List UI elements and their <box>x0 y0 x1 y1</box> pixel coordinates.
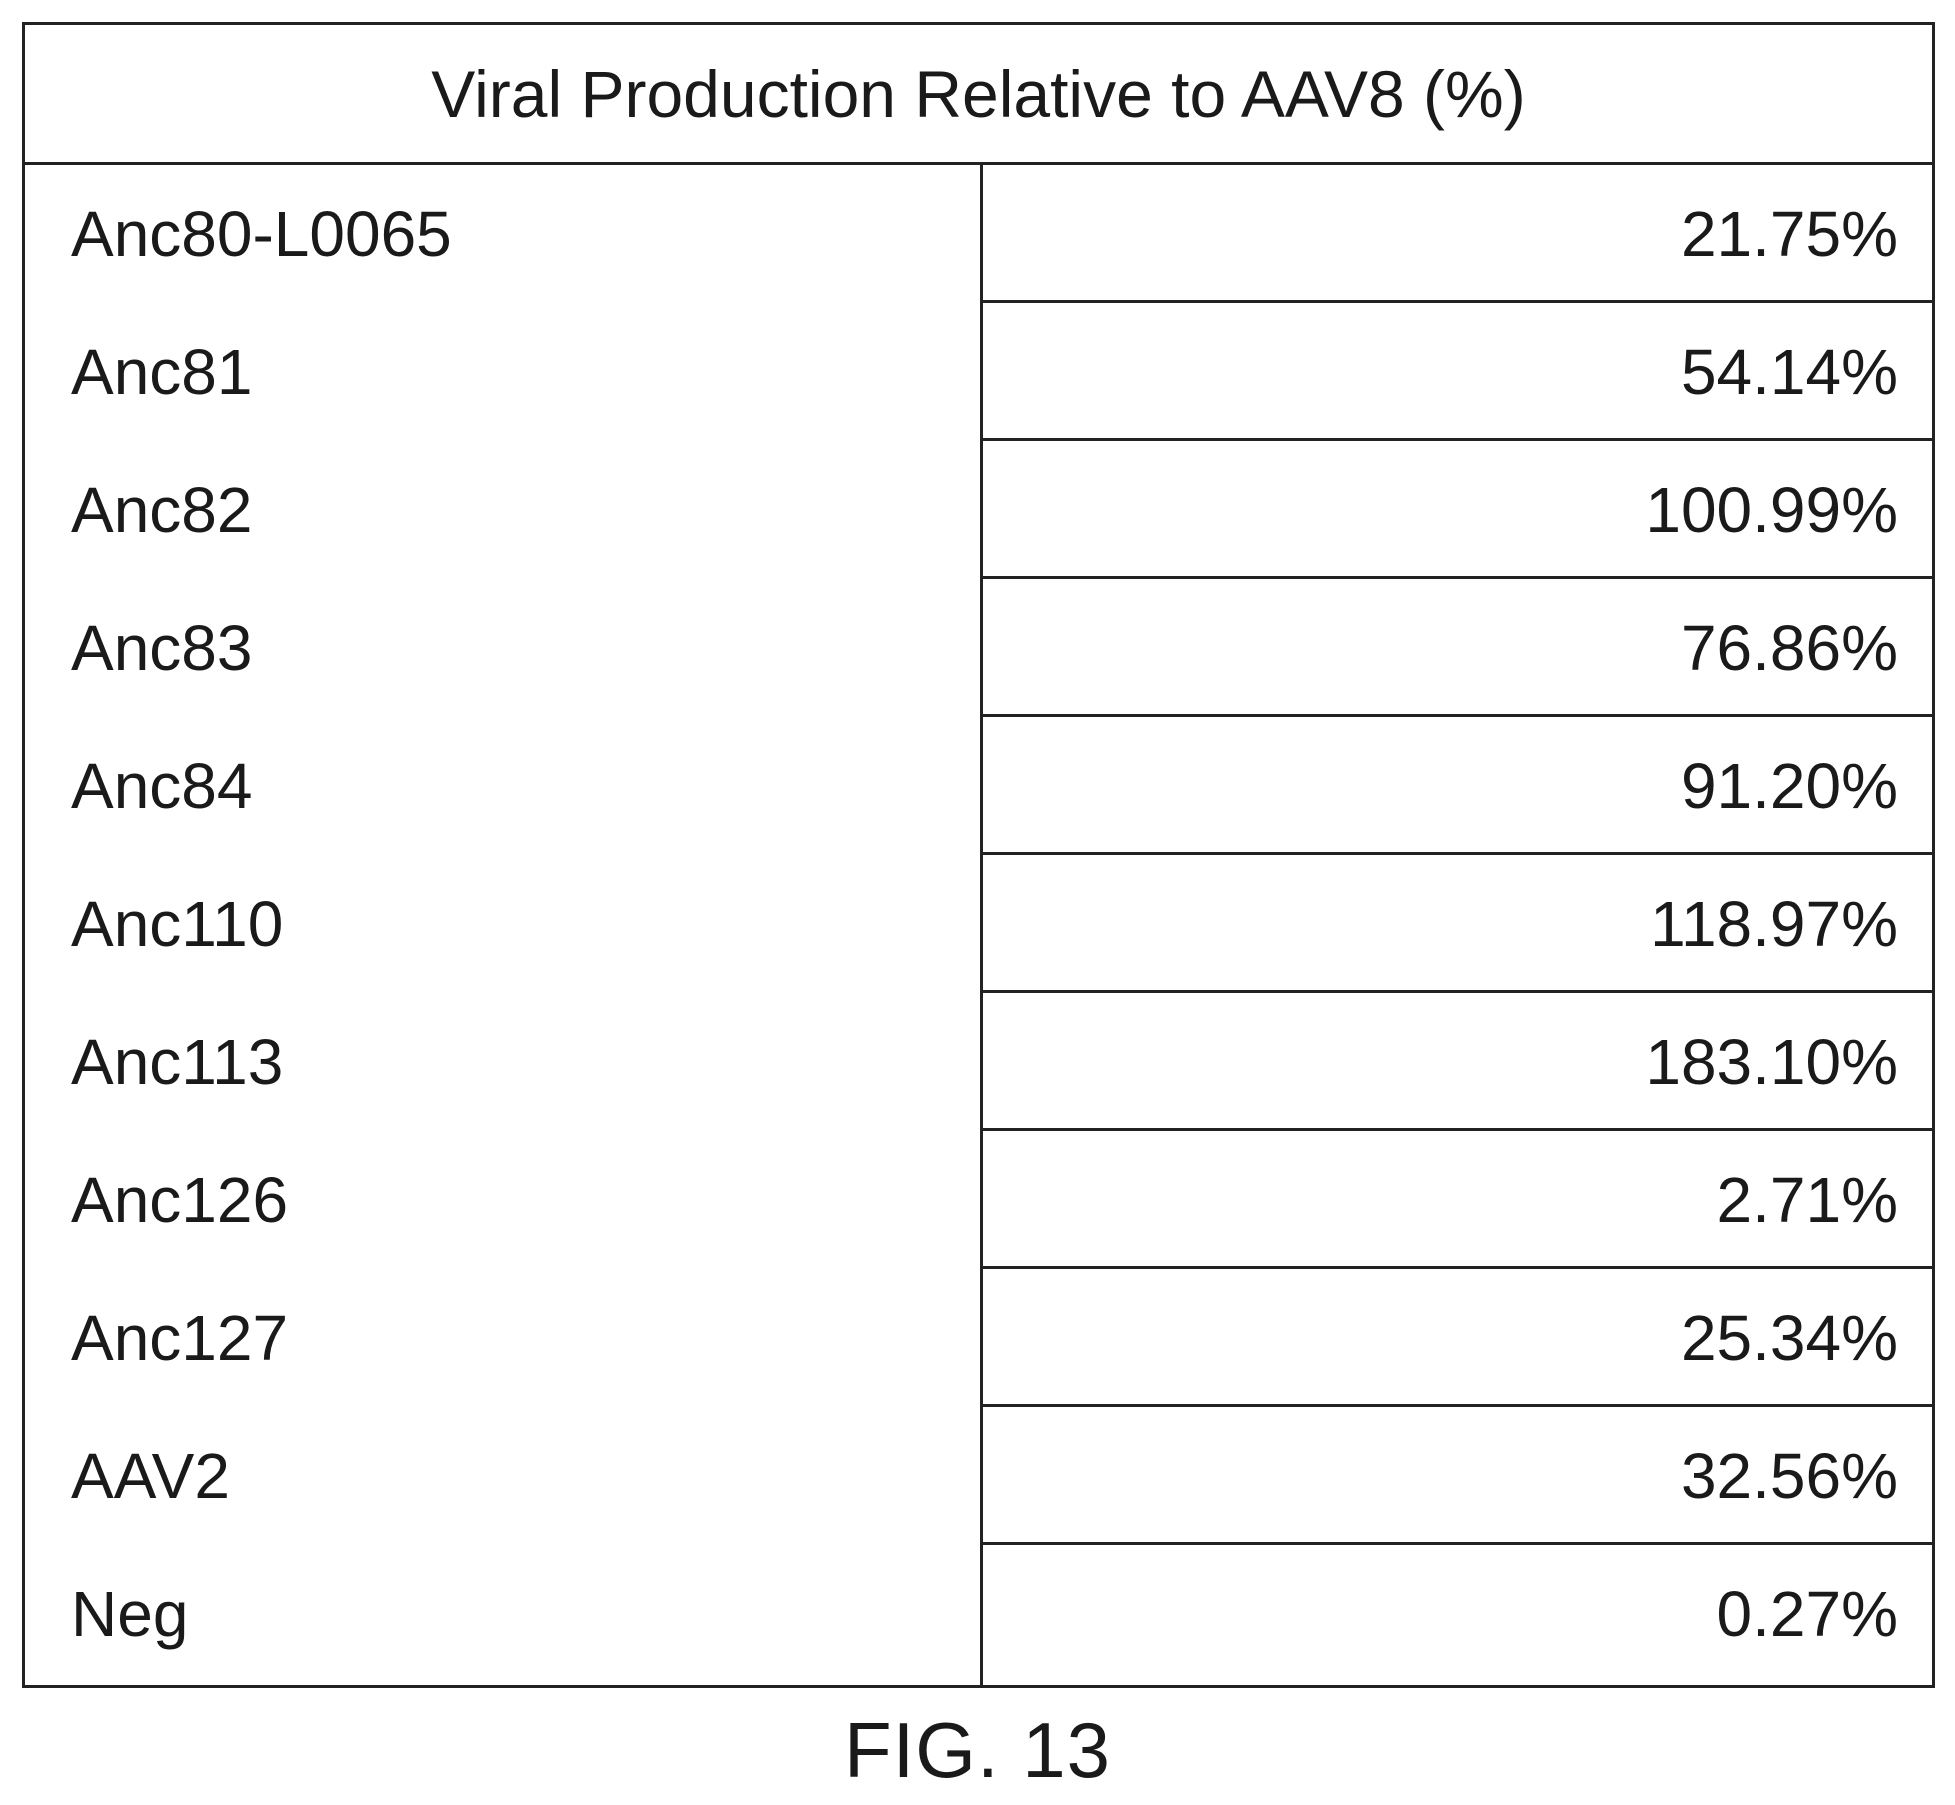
row-value: 25.34% <box>1680 1302 1898 1374</box>
row-separator <box>983 300 1932 303</box>
row-separator <box>983 852 1932 855</box>
row-separator <box>983 990 1932 993</box>
row-value: 21.75% <box>1680 198 1898 270</box>
table-row: Anc110 118.97% <box>25 855 1932 993</box>
row-separator <box>983 1128 1932 1131</box>
table-title: Viral Production Relative to AAV8 (%) <box>25 25 1932 165</box>
row-label: Anc83 <box>71 612 253 684</box>
row-label: Anc84 <box>71 750 253 822</box>
row-label: Anc110 <box>71 888 284 960</box>
row-value: 0.27% <box>1716 1578 1898 1650</box>
row-value: 32.56% <box>1680 1440 1898 1512</box>
table-row: Anc126 2.71% <box>25 1131 1932 1269</box>
row-label: Neg <box>71 1578 189 1650</box>
row-value: 76.86% <box>1680 612 1898 684</box>
row-separator <box>983 438 1932 441</box>
table-row: Anc82 100.99% <box>25 441 1932 579</box>
row-separator <box>983 576 1932 579</box>
row-label: Anc82 <box>71 474 253 546</box>
column-divider <box>980 165 983 1685</box>
row-value: 54.14% <box>1680 336 1898 408</box>
row-separator <box>983 1266 1932 1269</box>
table-body: Anc80-L0065 21.75% Anc81 54.14% Anc82 100.99%… <box>25 165 1932 1685</box>
row-label: Anc80-L0065 <box>71 198 452 270</box>
row-value: 2.71% <box>1716 1164 1898 1236</box>
table-row: Anc127 25.34% <box>25 1269 1932 1407</box>
row-value: 91.20% <box>1680 750 1898 822</box>
row-separator <box>983 1404 1932 1407</box>
figure-caption: FIG. 13 <box>843 1706 1112 1794</box>
row-label: Anc126 <box>71 1164 289 1236</box>
row-label: AAV2 <box>71 1440 230 1512</box>
table-row: AAV2 32.56% <box>25 1407 1932 1545</box>
data-table: Viral Production Relative to AAV8 (%) An… <box>22 22 1935 1688</box>
row-value: 100.99% <box>1645 474 1898 546</box>
table-row: Anc81 54.14% <box>25 303 1932 441</box>
table-row: Anc80-L0065 21.75% <box>25 165 1932 303</box>
row-label: Anc113 <box>71 1026 284 1098</box>
row-label: Anc127 <box>71 1302 289 1374</box>
row-value: 183.10% <box>1645 1026 1898 1098</box>
table-row: Anc84 91.20% <box>25 717 1932 855</box>
table-row: Anc83 76.86% <box>25 579 1932 717</box>
table-row: Anc113 183.10% <box>25 993 1932 1131</box>
row-label: Anc81 <box>71 336 253 408</box>
row-separator <box>983 714 1932 717</box>
row-separator <box>983 1542 1932 1545</box>
row-value: 118.97% <box>1650 888 1898 960</box>
table-row: Neg 0.27% <box>25 1545 1932 1683</box>
